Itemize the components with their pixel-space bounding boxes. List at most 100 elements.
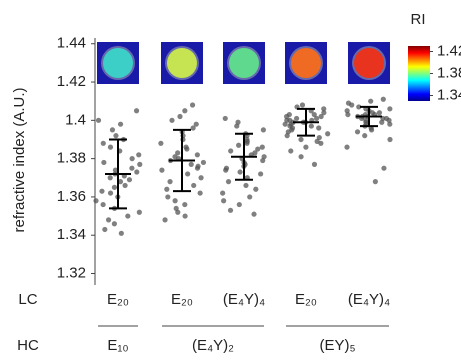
data-point — [112, 185, 117, 190]
data-point — [113, 133, 118, 138]
data-point — [368, 99, 373, 104]
thumbnail-cell — [167, 48, 197, 78]
data-point — [237, 202, 242, 207]
data-point — [101, 160, 106, 165]
data-point — [134, 169, 139, 174]
data-point — [130, 156, 135, 161]
data-point — [369, 127, 374, 132]
data-point — [223, 116, 228, 121]
colorbar-tick-label: 1.38 — [437, 64, 461, 81]
data-point — [309, 123, 314, 128]
data-point — [387, 137, 392, 142]
data-point — [377, 110, 382, 115]
data-point — [288, 148, 293, 153]
data-point — [177, 114, 182, 119]
y-tick-label: 1.44 — [57, 35, 86, 52]
data-point — [387, 122, 392, 127]
data-point — [125, 213, 130, 218]
data-point — [127, 177, 132, 182]
data-point — [260, 158, 265, 163]
data-point — [344, 145, 349, 150]
data-point — [182, 108, 187, 113]
data-point — [381, 97, 386, 102]
y-tick-label: 1.36 — [57, 188, 86, 205]
data-point — [173, 198, 178, 203]
colorbar-title: RI — [411, 11, 426, 28]
data-point — [298, 154, 303, 159]
data-point — [283, 122, 288, 127]
data-point — [316, 125, 321, 130]
data-point — [355, 129, 360, 134]
thumbnail-cell — [103, 48, 133, 78]
data-point — [226, 179, 231, 184]
data-point — [318, 141, 323, 146]
data-point — [191, 183, 196, 188]
data-point — [122, 183, 127, 188]
data-point — [182, 213, 187, 218]
hc-label: (E₄Y)₂ — [192, 337, 234, 354]
data-point — [260, 145, 265, 150]
data-point — [373, 179, 378, 184]
data-point — [234, 123, 239, 128]
data-point — [319, 114, 324, 119]
data-point — [137, 210, 142, 215]
data-point — [134, 108, 139, 113]
data-point — [220, 190, 225, 195]
data-point — [195, 166, 200, 171]
data-point — [162, 217, 167, 222]
data-point — [175, 210, 180, 215]
data-point — [158, 141, 163, 146]
data-point — [223, 168, 228, 173]
lc-label: (E₄Y)₄ — [348, 291, 390, 308]
data-point — [185, 171, 190, 176]
data-point — [237, 169, 242, 174]
data-point — [253, 187, 258, 192]
data-point — [189, 162, 194, 167]
data-point — [164, 187, 169, 192]
y-tick-label: 1.42 — [57, 73, 86, 90]
data-point — [118, 122, 123, 127]
data-point — [184, 146, 189, 151]
data-point — [314, 116, 319, 121]
y-tick-label: 1.4 — [65, 111, 86, 128]
data-point — [387, 106, 392, 111]
data-point — [108, 175, 113, 180]
data-point — [191, 125, 196, 130]
data-point — [195, 152, 200, 157]
data-point — [285, 133, 290, 138]
data-point — [119, 231, 124, 236]
data-point — [236, 143, 241, 148]
lc-label: E₂₀ — [171, 291, 193, 308]
y-tick-label: 1.38 — [57, 150, 86, 167]
row-label: HC — [17, 337, 39, 354]
data-point — [198, 190, 203, 195]
hc-label: (EY)₅ — [319, 337, 355, 354]
data-point — [247, 194, 252, 199]
data-point — [345, 112, 350, 117]
colorbar-tick-label: 1.42 — [437, 42, 461, 59]
chart: refractive index (A.U.) LC HC RI 1.321.3… — [0, 0, 461, 356]
y-axis-label: refractive index (A.U.) — [11, 87, 28, 232]
data-point — [303, 145, 308, 150]
colorbar-tick-label: 1.34 — [437, 86, 461, 103]
data-point — [129, 166, 134, 171]
lc-label: (E₄Y)₄ — [223, 291, 265, 308]
y-tick-label: 1.34 — [57, 226, 86, 243]
lc-label: E₂₀ — [107, 291, 129, 308]
data-point — [99, 189, 104, 194]
data-point — [243, 183, 248, 188]
data-point — [106, 217, 111, 222]
data-point — [190, 102, 195, 107]
data-point — [261, 127, 266, 132]
data-point — [244, 141, 249, 146]
data-point — [169, 118, 174, 123]
data-point — [198, 175, 203, 180]
data-point — [110, 127, 115, 132]
thumbnail-cell — [291, 48, 321, 78]
data-point — [298, 137, 303, 142]
data-point — [221, 198, 226, 203]
data-point — [96, 118, 101, 123]
data-point — [165, 194, 170, 199]
data-point — [201, 160, 206, 165]
thumbnail-cell — [229, 48, 259, 78]
